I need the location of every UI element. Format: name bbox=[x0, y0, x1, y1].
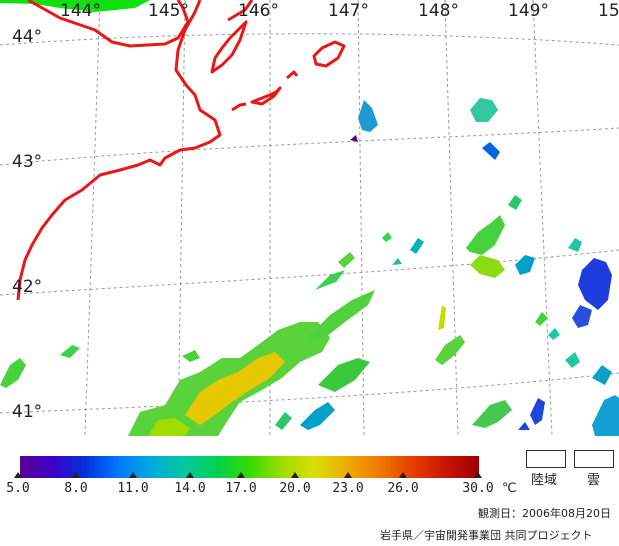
meridian-144 bbox=[84, 0, 101, 436]
sst-patch bbox=[568, 238, 582, 252]
sst-patch bbox=[182, 350, 200, 362]
cloud-label: 雲 bbox=[587, 473, 601, 488]
color-bar-tick-label: 5.0 bbox=[6, 481, 30, 496]
sst-patch bbox=[508, 195, 522, 210]
sst-patch bbox=[338, 252, 355, 268]
sst-patch bbox=[592, 365, 612, 385]
parallel-41 bbox=[0, 372, 619, 414]
kuril-5 bbox=[286, 70, 299, 80]
color-bar-tick bbox=[72, 472, 80, 478]
sst-patch bbox=[392, 258, 402, 265]
sst-patch bbox=[305, 290, 375, 340]
color-bar-tick bbox=[186, 472, 194, 478]
credit-text: 岩手県／宇宙開発事業団 共同プロジェクト bbox=[380, 529, 593, 542]
parallel-44 bbox=[0, 33, 619, 46]
sst-patch bbox=[318, 358, 370, 392]
kuril-2 bbox=[210, 20, 248, 74]
legend: 5.0 8.0 11.0 14.0 17.0 20.0 23.0 26.0 30.0 ℃ 陸域 … bbox=[0, 436, 619, 546]
color-bar-tick-label: 17.0 bbox=[225, 481, 257, 496]
sst-patch bbox=[0, 358, 26, 388]
sst-patch bbox=[315, 270, 345, 290]
sst-patch bbox=[530, 398, 545, 425]
sst-patch bbox=[565, 352, 580, 368]
meridian-148 bbox=[444, 0, 459, 436]
meridian-145 bbox=[177, 0, 186, 436]
lat-label-42: 42° bbox=[12, 277, 43, 297]
sst-patch bbox=[592, 395, 619, 436]
sst-patch bbox=[535, 312, 548, 326]
sst-patch bbox=[275, 412, 292, 430]
sst-patch bbox=[300, 402, 335, 430]
color-bar-tick bbox=[399, 472, 407, 478]
lon-label-147: 147° bbox=[328, 1, 369, 21]
color-bar-tick-label: 30.0 bbox=[462, 481, 494, 496]
sst-patch bbox=[148, 418, 190, 436]
sst-patch bbox=[466, 215, 505, 255]
sst-patch bbox=[548, 328, 560, 340]
color-bar-tick bbox=[14, 472, 22, 478]
color-bar-tick-label: 8.0 bbox=[64, 481, 88, 496]
color-bar-tick bbox=[237, 472, 245, 478]
sst-patch bbox=[518, 422, 530, 430]
lon-label-148: 148° bbox=[418, 1, 459, 21]
sst-patch bbox=[185, 352, 285, 425]
meridian-147 bbox=[357, 0, 365, 436]
land-green bbox=[0, 0, 150, 12]
color-bar-tick bbox=[129, 472, 137, 478]
lat-label-44: 44° bbox=[12, 27, 43, 47]
sst-patch bbox=[410, 238, 424, 254]
lon-label-146: 146° bbox=[238, 1, 279, 21]
sst-map: 144° 145° 146° 147° 148° 149° 15 44° 43°… bbox=[0, 0, 619, 436]
sst-patch bbox=[572, 305, 592, 328]
coastline bbox=[16, 0, 346, 301]
sst-patch bbox=[438, 305, 446, 330]
kuril-6 bbox=[312, 40, 346, 68]
sst-patch bbox=[482, 142, 500, 160]
color-bar-tick-label: 26.0 bbox=[387, 481, 419, 496]
lat-label-41: 41° bbox=[12, 402, 43, 422]
color-bar-tick bbox=[344, 472, 352, 478]
color-bar-tick-label: 14.0 bbox=[174, 481, 206, 496]
parallel-43 bbox=[0, 127, 619, 166]
kuril-3 bbox=[250, 86, 282, 106]
color-bar-tick bbox=[291, 472, 299, 478]
land-swatch bbox=[526, 450, 566, 468]
color-bar bbox=[20, 456, 479, 478]
meridian-149 bbox=[532, 0, 553, 436]
lon-label-145: 145° bbox=[148, 1, 189, 21]
lon-label-150: 15 bbox=[598, 1, 619, 21]
nemuro-coast bbox=[16, 0, 222, 301]
color-bar-tick-label: 11.0 bbox=[117, 481, 149, 496]
color-bar-tick-label: 23.0 bbox=[332, 481, 364, 496]
sst-patch bbox=[472, 400, 512, 428]
sst-patches bbox=[0, 98, 619, 436]
lat-label-43: 43° bbox=[12, 152, 43, 172]
sst-patch bbox=[60, 345, 80, 358]
map-canvas bbox=[0, 0, 619, 436]
color-bar-tick bbox=[474, 472, 482, 478]
lon-label-149: 149° bbox=[508, 1, 549, 21]
lon-label-144: 144° bbox=[60, 1, 101, 21]
sst-patch bbox=[382, 232, 392, 242]
sst-patch bbox=[435, 335, 465, 365]
hokkaido-coast bbox=[27, 0, 190, 48]
color-bar-tick-label: 20.0 bbox=[279, 481, 311, 496]
sst-patch bbox=[470, 98, 498, 122]
sst-patch bbox=[515, 255, 535, 275]
land-label: 陸域 bbox=[531, 473, 558, 488]
kuril-1 bbox=[227, 0, 254, 22]
sst-patch bbox=[350, 135, 358, 142]
observation-date: 観測日：2006年08月20日 bbox=[478, 507, 611, 520]
graticule bbox=[0, 0, 619, 436]
sst-patch bbox=[578, 258, 612, 310]
sst-patch bbox=[470, 255, 505, 278]
kuril-4 bbox=[231, 102, 247, 112]
cloud-swatch bbox=[574, 450, 614, 468]
unit-label: ℃ bbox=[502, 481, 517, 496]
sst-patch bbox=[358, 100, 378, 132]
